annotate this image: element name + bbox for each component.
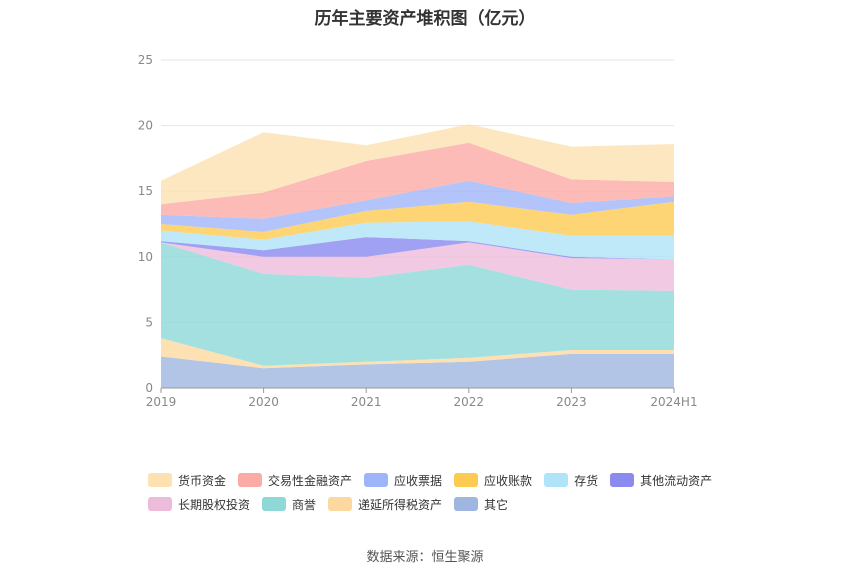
legend-label: 其他流动资产 — [640, 473, 713, 488]
legend-item[interactable]: 货币资金 — [148, 472, 226, 488]
legend-label: 应收票据 — [394, 473, 443, 488]
legend: 货币资金 交易性金融资产 应收票据 应收账款 存货 其他流动资产长期股权投资 商誉 递延所得税… — [148, 472, 728, 520]
area-series-2 — [161, 242, 674, 366]
legend-item[interactable]: 应收账款 — [454, 472, 532, 488]
legend-swatch — [454, 497, 479, 511]
y-tick-label: 20 — [138, 119, 153, 133]
legend-item[interactable]: 其它 — [454, 496, 508, 512]
chart-title: 历年主要资产堆积图（亿元） — [314, 9, 536, 29]
stacked-area-chart: 0 5 10 15 20 25 2019 2020 2021 2022 2023 2024H1 — [138, 53, 698, 409]
legend-swatch — [262, 497, 287, 511]
x-tick-label: 2020 — [248, 395, 279, 409]
legend-label: 长期股权投资 — [178, 497, 251, 512]
legend-label: 货币资金 — [178, 473, 227, 488]
y-tick-label: 25 — [138, 53, 153, 67]
area-series-group — [161, 124, 674, 388]
x-tick-label: 2021 — [351, 395, 382, 409]
legend-swatch — [610, 473, 635, 487]
area-series-8 — [161, 142, 674, 219]
legend-swatch — [148, 473, 172, 487]
legend-item[interactable]: 存货 — [544, 472, 598, 488]
legend-swatch — [454, 473, 479, 487]
area-series-4 — [161, 237, 674, 260]
area-series-1 — [161, 338, 674, 369]
legend-label: 存货 — [574, 473, 599, 488]
legend-swatch — [238, 473, 263, 487]
x-tick-label: 2019 — [146, 395, 177, 409]
axes: 0 5 10 15 20 25 2019 2020 2021 2022 2023 2024H1 — [138, 53, 698, 409]
y-tick-label: 15 — [138, 184, 153, 198]
legend-item[interactable]: 递延所得税资产 — [328, 496, 442, 512]
y-tick-label: 5 — [145, 315, 153, 329]
legend-item[interactable]: 其他流动资产 — [610, 472, 712, 488]
x-tick-label: 2023 — [556, 395, 587, 409]
area-series-3 — [161, 242, 674, 291]
y-tick-label: 10 — [138, 250, 153, 264]
area-series-6 — [161, 201, 674, 240]
legend-item[interactable]: 交易性金融资产 — [238, 472, 352, 488]
legend-swatch — [364, 473, 389, 487]
legend-swatch — [544, 473, 569, 487]
area-series-9 — [161, 124, 674, 205]
legend-item[interactable]: 长期股权投资 — [148, 496, 250, 512]
legend-item[interactable]: 商誉 — [262, 496, 316, 512]
legend-label: 交易性金融资产 — [268, 473, 353, 488]
legend-swatch — [328, 497, 353, 511]
area-series-0 — [161, 353, 674, 388]
legend-swatch — [148, 497, 172, 511]
area-series-5 — [161, 221, 674, 260]
legend-label: 商誉 — [292, 497, 317, 512]
legend-label: 其它 — [484, 497, 509, 512]
area-series-7 — [161, 180, 674, 232]
x-tick-label: 2022 — [454, 395, 485, 409]
legend-label: 递延所得税资产 — [358, 497, 443, 512]
y-tick-label: 0 — [145, 381, 153, 395]
legend-label: 应收账款 — [484, 473, 533, 488]
data-source-note: 数据来源：恒生聚源 — [366, 550, 484, 565]
legend-item[interactable]: 应收票据 — [364, 472, 442, 488]
x-tick-label: 2024H1 — [650, 395, 697, 409]
